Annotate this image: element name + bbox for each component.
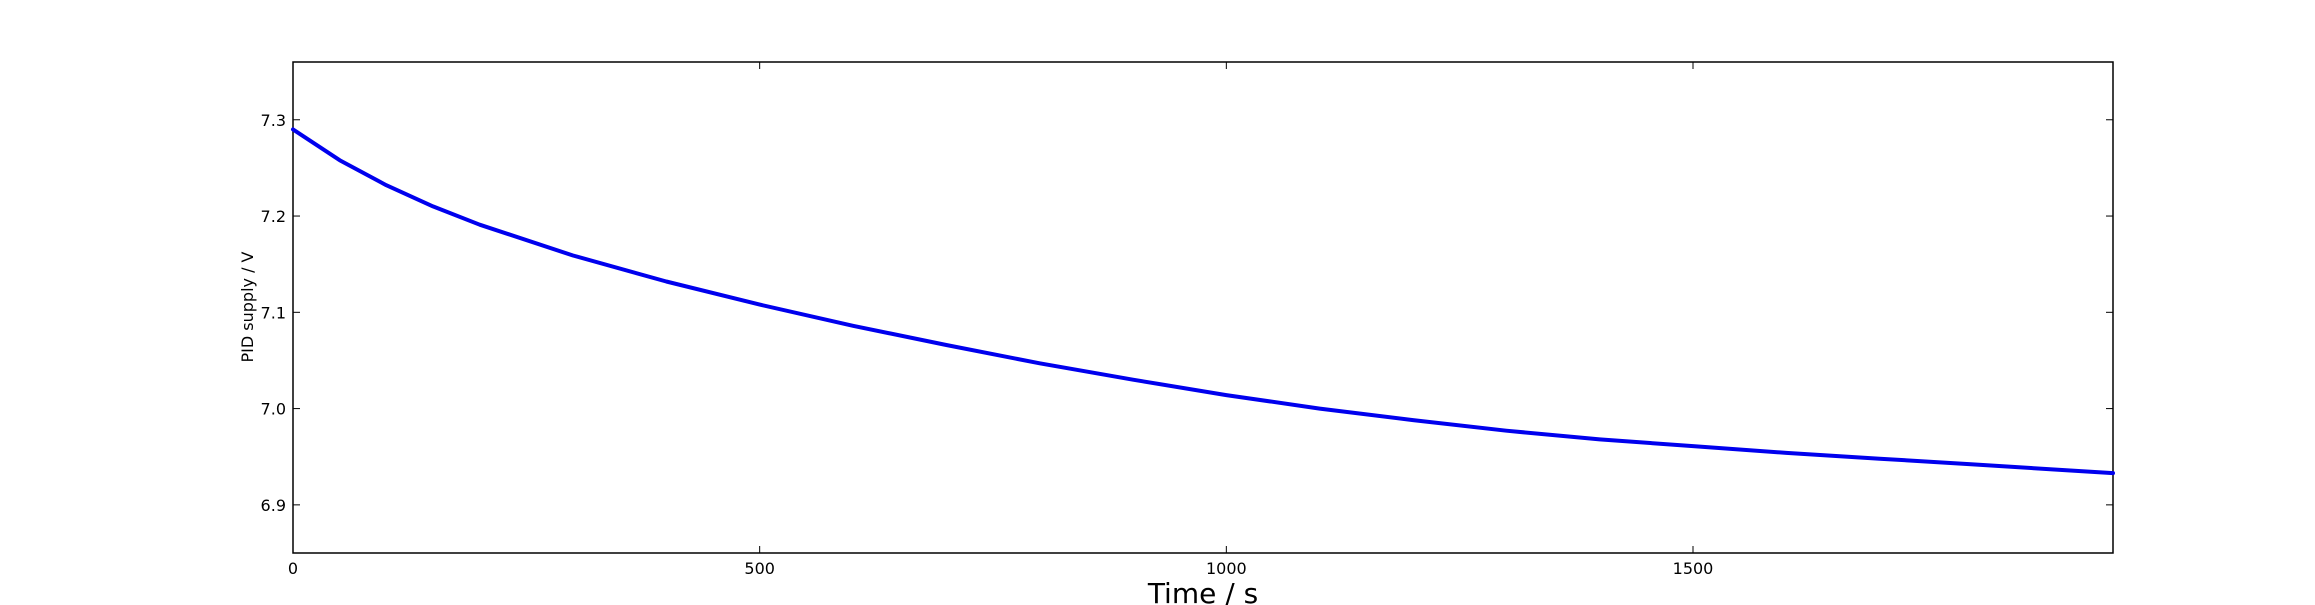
x-axis-label: Time / s xyxy=(1147,577,1258,605)
plot-frame xyxy=(292,61,2114,554)
x-tick-label: 500 xyxy=(744,559,775,578)
series-line xyxy=(291,127,2115,476)
y-tick-label: 7.0 xyxy=(261,400,286,419)
x-tick-label: 1000 xyxy=(1206,559,1247,578)
x-tick-label: 1500 xyxy=(1673,559,1714,578)
y-axis-label: PID supply / V xyxy=(238,251,257,362)
x-axis-ticks: 0 500 1000 1500 xyxy=(288,62,1713,578)
y-tick-label: 7.2 xyxy=(261,207,286,226)
y-tick-label: 7.3 xyxy=(261,111,286,130)
y-tick-label: 6.9 xyxy=(261,496,286,515)
series-layer xyxy=(291,127,2115,476)
y-tick-label: 7.1 xyxy=(261,303,286,322)
y-axis-ticks: 6.9 7.0 7.1 7.2 7.3 xyxy=(261,111,2113,515)
x-tick-label: 0 xyxy=(288,559,298,578)
